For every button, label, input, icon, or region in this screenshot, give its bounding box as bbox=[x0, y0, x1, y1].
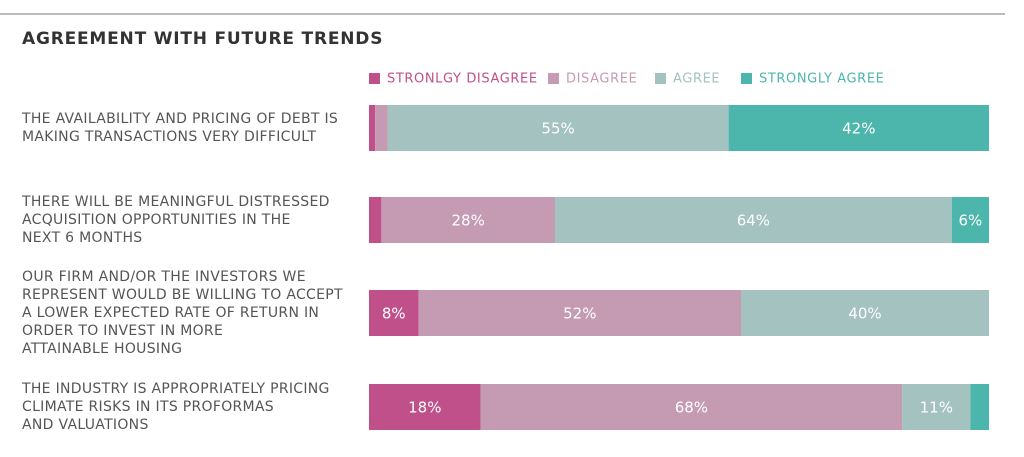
category-label: A LOWER EXPECTED RATE OF RETURN IN bbox=[22, 305, 319, 321]
bar-segment bbox=[387, 105, 729, 151]
legend-label: STRONGLY AGREE bbox=[759, 72, 884, 87]
bar-segment bbox=[369, 384, 481, 430]
category-label: ATTAINABLE HOUSING bbox=[22, 341, 182, 357]
value-label: 64% bbox=[737, 212, 770, 230]
legend-label: AGREE bbox=[673, 72, 720, 87]
bar-segment bbox=[480, 384, 903, 430]
category-label: ACQUISITION OPPORTUNITIES IN THE bbox=[22, 212, 291, 228]
value-label: 40% bbox=[848, 305, 881, 323]
bar-segment bbox=[381, 197, 555, 243]
legend-swatch bbox=[741, 73, 752, 84]
value-label: 8% bbox=[382, 305, 406, 323]
value-label: 68% bbox=[675, 399, 708, 417]
value-label: 55% bbox=[541, 120, 574, 138]
value-label: 18% bbox=[408, 399, 441, 417]
value-label: 42% bbox=[842, 120, 875, 138]
bar-segment bbox=[369, 290, 419, 336]
category-label: AND VALUATIONS bbox=[22, 417, 149, 433]
category-label: THE INDUSTRY IS APPROPRIATELY PRICING bbox=[21, 381, 330, 397]
legend-swatch bbox=[655, 73, 666, 84]
bar-segment bbox=[418, 290, 741, 336]
category-label: CLIMATE RISKS IN ITS PROFORMAS bbox=[22, 399, 274, 415]
chart-title: AGREEMENT WITH FUTURE TRENDS bbox=[22, 29, 383, 49]
bar-segment bbox=[369, 197, 382, 243]
bar-segment bbox=[741, 290, 989, 336]
bar-segment bbox=[375, 105, 388, 151]
category-label: THE AVAILABILITY AND PRICING OF DEBT IS bbox=[21, 111, 338, 127]
category-label: NEXT 6 MONTHS bbox=[22, 230, 142, 246]
legend-label: DISAGREE bbox=[566, 72, 637, 87]
value-label: 6% bbox=[959, 212, 983, 230]
value-label: 11% bbox=[920, 399, 953, 417]
category-label: MAKING TRANSACTIONS VERY DIFFICULT bbox=[22, 129, 316, 145]
category-label: THERE WILL BE MEANINGFUL DISTRESSED bbox=[21, 194, 330, 210]
bar-segment bbox=[728, 105, 989, 151]
legend-swatch bbox=[548, 73, 559, 84]
bar-segment bbox=[369, 105, 376, 151]
bar-segment bbox=[555, 197, 952, 243]
bar-segment bbox=[951, 197, 989, 243]
bar-segment bbox=[970, 384, 989, 430]
category-label: OUR FIRM AND/OR THE INVESTORS WE bbox=[22, 269, 306, 285]
category-label: ORDER TO INVEST IN MORE bbox=[22, 323, 223, 339]
legend-label: STRONLGY DISAGREE bbox=[387, 72, 538, 87]
category-label: REPRESENT WOULD BE WILLING TO ACCEPT bbox=[22, 287, 343, 303]
value-label: 52% bbox=[563, 305, 596, 323]
value-label: 28% bbox=[452, 212, 485, 230]
bar-segment bbox=[902, 384, 971, 430]
legend-swatch bbox=[369, 73, 380, 84]
